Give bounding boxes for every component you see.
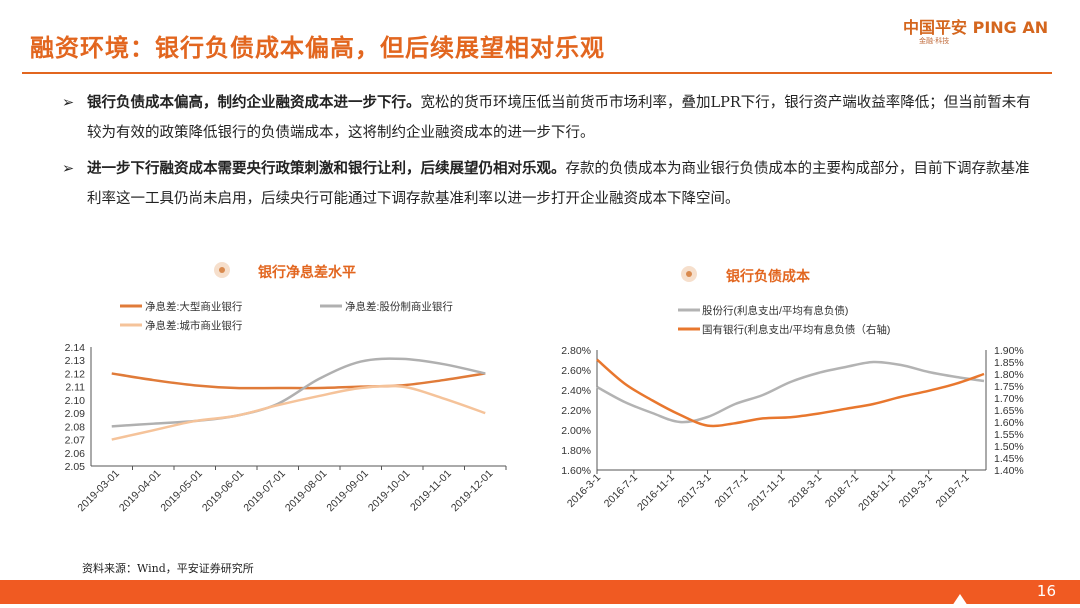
logo-sub: 金融·科技 <box>919 37 950 45</box>
y-tick-label: 2.08 <box>65 421 86 433</box>
x-tick-label: 2019-3-1 <box>897 472 935 510</box>
x-tick-label: 2019-10-01 <box>366 468 413 515</box>
net-interest-margin-chart: 2.142.132.12 2.112.102.092.08 2.072.062.05… <box>65 300 507 515</box>
x-tick-label: 2019-07-01 <box>241 468 288 515</box>
y-tick-label: 2.20% <box>561 405 591 417</box>
chart-title-circle-icon <box>214 262 230 278</box>
series-line <box>596 358 985 428</box>
y-tick-label: 2.60% <box>561 365 591 377</box>
x-tick-label: 2017-11-1 <box>746 472 788 514</box>
y-tick-label: 2.13 <box>65 355 86 367</box>
y2-tick-label: 1.85% <box>994 357 1024 369</box>
ping-an-logo: 中国平安 PING AN 金融·科技 <box>903 14 1049 45</box>
page-title: 融资环境：银行负债成本偏高，但后续展望相对乐观 <box>30 33 605 62</box>
y2-tick-label: 1.80% <box>994 369 1024 381</box>
y2-tick-label: 1.45% <box>994 453 1024 465</box>
logo-en: PING AN <box>972 18 1049 37</box>
x-tick-label: 2019-12-01 <box>449 468 496 515</box>
y2-tick-label: 1.70% <box>994 393 1024 405</box>
y2-tick-label: 1.65% <box>994 405 1024 417</box>
chart-title-circle-icon <box>681 266 697 282</box>
x-tick-label: 2019-11-01 <box>408 468 454 514</box>
arrow-bullet-icon: ➢ <box>62 95 75 111</box>
x-tick-label: 2019-09-01 <box>324 468 371 515</box>
x-tick-label: 2016-11-1 <box>635 472 677 514</box>
legend-label: 净息差:大型商业银行 <box>145 300 243 313</box>
y-tick-label: 2.12 <box>65 368 86 380</box>
x-tick-label: 2019-7-1 <box>933 472 971 510</box>
chart-title-right: 银行负债成本 <box>726 269 810 285</box>
y-tick-label: 2.05 <box>65 461 86 473</box>
y-tick-label: 1.60% <box>561 465 591 477</box>
y-tick-label: 2.11 <box>65 382 85 394</box>
bullet-bold: 进一步下行融资成本需要央行政策刺激和银行让利，后续展望仍相对乐观。 <box>87 160 566 177</box>
y-tick-label: 2.07 <box>65 435 86 447</box>
x-tick-label: 2019-05-01 <box>158 468 205 515</box>
y-tick-label: 2.00% <box>561 425 591 437</box>
y-tick-label: 2.80% <box>561 345 591 357</box>
y-tick-label: 2.06 <box>65 448 86 460</box>
page-number: 16 <box>1036 582 1056 600</box>
bullet-item: ➢ 银行负债成本偏高，制约企业融资成本进一步下行。宽松的货币环境压低当前货币市场利… <box>62 88 1037 148</box>
y2-tick-label: 1.60% <box>994 417 1024 429</box>
footer-bar <box>0 580 1080 604</box>
logo-cn: 中国平安 <box>903 18 968 37</box>
x-tick-label: 2018-7-1 <box>823 472 861 510</box>
x-tick-label: 2016-3-1 <box>565 472 603 510</box>
bullet-text: 宽松的货币环境压低当前货币市场利率，叠加LPR下行，银行资产端收益率降低；但当前… <box>87 95 1031 141</box>
y-tick-label: 2.40% <box>561 385 591 397</box>
bullet-list: ➢ 银行负债成本偏高，制约企业融资成本进一步下行。宽松的货币环境压低当前货币市场利… <box>62 88 1037 220</box>
y-tick-label: 2.10 <box>65 395 86 407</box>
source-note: 资料来源：Wind，平安证券研究所 <box>82 562 254 575</box>
y2-tick-label: 1.75% <box>994 381 1024 393</box>
legend-label: 国有银行(利息支出/平均有息负债（右轴) <box>702 323 890 336</box>
arrow-bullet-icon: ➢ <box>62 161 75 177</box>
x-tick-label: 2019-03-01 <box>75 468 122 515</box>
series-line <box>111 384 486 441</box>
y2-tick-label: 1.90% <box>994 345 1024 357</box>
bullet-bold: 银行负债成本偏高，制约企业融资成本进一步下行。 <box>87 94 421 111</box>
footer-logo-mark-icon <box>952 594 968 606</box>
x-tick-label: 2016-7-1 <box>602 472 640 510</box>
y2-tick-label: 1.40% <box>994 465 1024 477</box>
legend-label: 净息差:城市商业银行 <box>145 319 243 332</box>
y2-tick-label: 1.55% <box>994 429 1024 441</box>
y-tick-label: 1.80% <box>561 445 591 457</box>
y-tick-label: 2.14 <box>65 342 86 354</box>
x-tick-label: 2019-08-01 <box>283 468 330 515</box>
liability-cost-chart: 2.80% 2.60% 2.40% 2.20% 2.00% 1.80% 1.60% 1.90%… <box>561 304 1024 514</box>
x-tick-label: 2019-04-01 <box>117 468 164 515</box>
x-tick-label: 2018-11-1 <box>856 472 898 514</box>
series-line <box>111 357 486 428</box>
x-tick-label: 2017-7-1 <box>712 472 750 510</box>
bullet-item: ➢ 进一步下行融资成本需要央行政策刺激和银行让利，后续展望仍相对乐观。存款的负债成… <box>62 154 1037 214</box>
y2-tick-label: 1.50% <box>994 441 1024 453</box>
chart-title-left: 银行净息差水平 <box>258 265 356 281</box>
x-tick-label: 2017-3-1 <box>675 472 713 510</box>
y-tick-label: 2.09 <box>65 408 86 420</box>
bullet-text: 存款的负债成本为商业银行负债成本的主要构成部分，目前下调存款基准利率这一工具仍尚… <box>87 161 1030 207</box>
title-divider <box>22 72 1052 74</box>
x-tick-label: 2019-06-01 <box>200 468 247 515</box>
x-tick-label: 2018-3-1 <box>786 472 824 510</box>
legend-label: 净息差:股份制商业银行 <box>345 300 453 313</box>
series-line <box>111 372 486 390</box>
legend-label: 股份行(利息支出/平均有息负债) <box>702 304 848 317</box>
